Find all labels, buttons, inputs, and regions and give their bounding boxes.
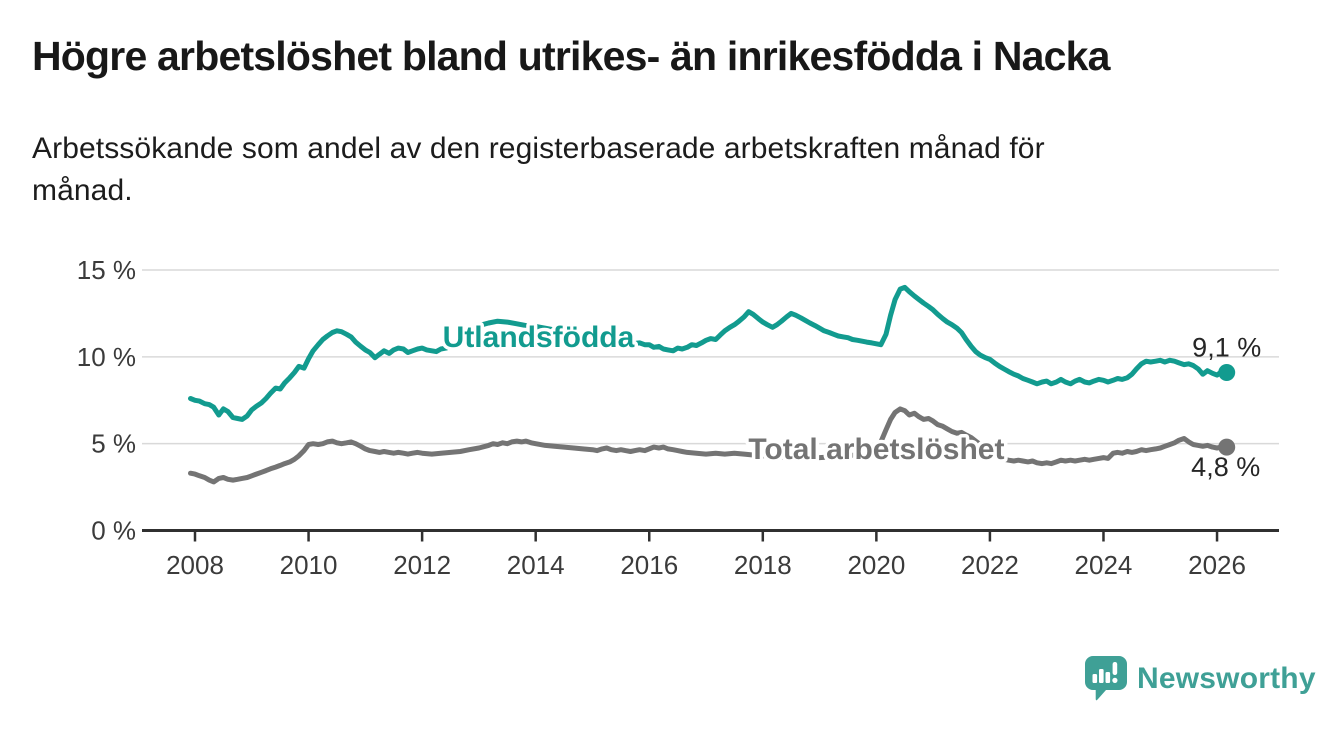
chart-subtitle: Arbetssökande som andel av den registerb… [32,128,1045,212]
newsworthy-logo: Newsworthy [1084,655,1316,702]
series-line-total [188,406,1230,485]
x-tick-label: 2014 [507,550,565,580]
bar-3 [1105,672,1111,683]
y-tick-label: 5 % [91,429,136,459]
y-tick-label: 15 % [77,255,136,285]
speech-bubble-bar-chart-icon [1085,656,1127,701]
bar-1 [1092,674,1098,683]
x-tick-label: 2012 [393,550,451,580]
exclamation-bar [1112,662,1118,675]
end-value-label-utlandsfodda: 9,1 % [1192,333,1261,363]
x-tick-label: 2026 [1188,550,1246,580]
bar-2 [1099,669,1104,683]
series-line-utlandsfodda [188,284,1230,422]
chart-subtitle-line-1: Arbetssökande som andel av den registerb… [32,132,1045,165]
x-tick-label: 2020 [847,550,905,580]
series-end-dot-total [1218,438,1236,456]
x-tick-label: 2008 [166,550,224,580]
chart-title: Högre arbetslöshet bland utrikes- än inr… [32,33,1110,79]
series-label-total: Total arbetslöshet [748,433,1004,466]
x-tick-label: 2024 [1075,550,1133,580]
end-value-label-total: 4,8 % [1191,452,1260,482]
exclamation-dot [1112,677,1118,683]
series-end-dot-utlandsfodda [1218,364,1236,381]
x-tick-label: 2010 [280,550,338,580]
series-label-utlandsfodda: Utlandsfödda [443,321,635,354]
y-tick-label: 10 % [77,342,136,372]
y-tick-label: 0 % [91,516,136,546]
x-tick-label: 2016 [620,550,678,580]
x-tick-label: 2022 [961,550,1019,580]
x-tick-label: 2018 [734,550,792,580]
chart-subtitle-line-2: månad. [32,174,133,207]
newsworthy-logo-text: Newsworthy [1137,661,1316,695]
